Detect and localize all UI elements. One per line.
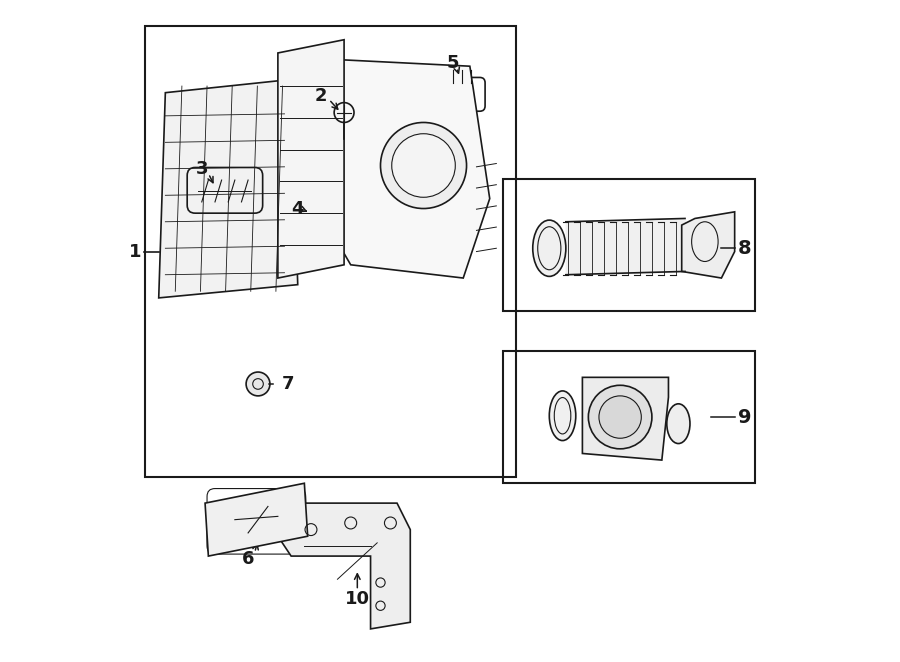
Ellipse shape [549,391,576,441]
Circle shape [599,396,642,438]
Bar [281,53,341,265]
Circle shape [246,372,270,396]
Text: 6: 6 [242,550,255,569]
Text: 1: 1 [130,242,142,261]
Circle shape [392,134,455,197]
Circle shape [589,385,652,449]
Text: 4: 4 [292,199,304,218]
Polygon shape [304,60,490,278]
Polygon shape [278,40,344,278]
Polygon shape [205,483,308,556]
Polygon shape [681,212,734,278]
Polygon shape [582,377,669,460]
Ellipse shape [533,220,566,277]
Bar [146,26,517,477]
Text: 3: 3 [195,160,208,178]
Text: 5: 5 [447,54,460,72]
Text: 2: 2 [315,87,328,105]
Ellipse shape [667,404,690,444]
Polygon shape [158,79,298,298]
Text: 7: 7 [282,375,294,393]
Polygon shape [278,503,410,629]
Bar [503,351,754,483]
Circle shape [381,122,466,209]
Bar [503,179,754,311]
Text: 8: 8 [738,239,752,258]
Text: 10: 10 [345,590,370,608]
Text: 9: 9 [738,408,752,426]
